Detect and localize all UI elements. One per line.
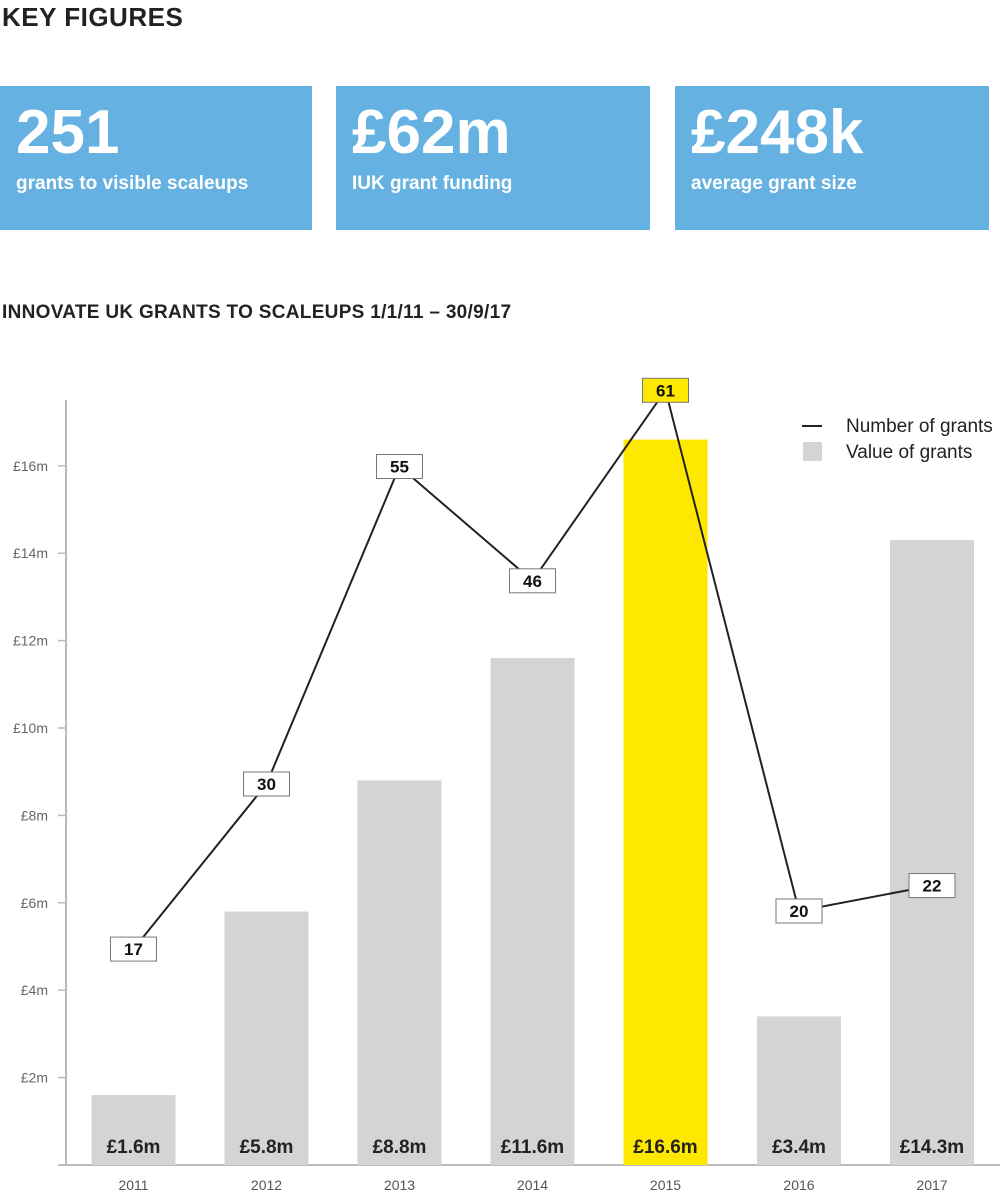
x-tick-label: 2013	[384, 1177, 415, 1193]
x-tick-label: 2016	[783, 1177, 814, 1193]
grants-chart: £2m £4m £6m £8m £10m £12m £14m £16m £1.6m 2011 £5…	[13, 377, 1000, 1193]
y-tick-label: £16m	[13, 458, 48, 474]
grants-count-box	[908, 873, 956, 899]
grants-count-box	[642, 377, 689, 403]
figure-value: £62m	[352, 98, 511, 167]
grants-count-line: 17 30 55 46 61 20 22	[110, 377, 956, 962]
bar-value-label: £5.8m	[240, 1137, 294, 1158]
grants-count-label: 22	[923, 877, 942, 896]
legend-label: Number of grants	[846, 416, 993, 437]
bar-2014	[490, 658, 575, 1165]
bar-value-label: £16.6m	[633, 1137, 697, 1158]
grants-count-label: 20	[790, 902, 809, 921]
bar-2016	[757, 1016, 841, 1165]
bar-2012	[224, 911, 309, 1165]
grants-count-box	[243, 771, 290, 797]
y-tick-label: £2m	[21, 1070, 48, 1086]
legend-square-marker	[803, 442, 822, 461]
bar-value-label: £8.8m	[373, 1137, 427, 1158]
bar-value-label: £1.6m	[107, 1137, 161, 1158]
grants-count-box	[509, 568, 556, 594]
legend-label: Value of grants	[846, 442, 972, 463]
grants-count-box	[110, 936, 157, 962]
bar-2017	[890, 540, 974, 1165]
x-tick-label: 2012	[251, 1177, 282, 1193]
grants-count-label: 46	[523, 572, 542, 591]
grants-count-box	[775, 898, 823, 924]
bar-2013	[357, 780, 442, 1165]
bar-value-label: £14.3m	[900, 1137, 964, 1158]
figure-value: £248k	[691, 98, 864, 167]
x-tick-label: 2014	[517, 1177, 548, 1193]
y-tick-label: £6m	[21, 895, 48, 911]
chart-legend: Number of grants Value of grants	[802, 416, 993, 463]
figure-label: IUK grant funding	[352, 173, 513, 194]
x-tick-label: 2011	[118, 1177, 148, 1193]
bar-value-label: £3.4m	[772, 1137, 826, 1158]
figure-card-funding: £62m IUK grant funding	[336, 86, 650, 230]
chart-axes: £2m £4m £6m £8m £10m £12m £14m £16m	[13, 400, 1000, 1166]
x-tick-label: 2017	[916, 1177, 947, 1193]
value-bars: £1.6m 2011 £5.8m 2012 £8.8m 2013 £11.6m 2014 £16…	[91, 439, 974, 1193]
y-tick-label: £10m	[13, 720, 48, 736]
bar-2011	[91, 1095, 176, 1165]
x-tick-label: 2015	[650, 1177, 681, 1193]
figure-card-grants: 251 grants to visible scaleups	[0, 86, 312, 230]
y-tick-label: £12m	[13, 633, 48, 649]
grants-count-label: 55	[390, 458, 409, 477]
grants-count-label: 30	[257, 775, 276, 794]
y-tick-label: £14m	[13, 545, 48, 561]
grants-count-label: 17	[124, 940, 143, 959]
bar-2015	[623, 439, 708, 1165]
grants-count-label: 61	[656, 381, 675, 400]
figure-value: 251	[16, 98, 120, 167]
key-figures-title: KEY FIGURES	[2, 2, 184, 32]
figure-label: average grant size	[691, 173, 857, 194]
y-tick-label: £4m	[21, 982, 48, 998]
y-tick-label: £8m	[21, 807, 48, 823]
figure-label: grants to visible scaleups	[16, 173, 249, 194]
bar-value-label: £11.6m	[501, 1137, 564, 1158]
chart-title: INNOVATE UK GRANTS TO SCALEUPS 1/1/11 – …	[2, 302, 512, 323]
key-figures-cards: 251 grants to visible scaleups £62m IUK …	[0, 86, 1007, 230]
figure-card-average: £248k average grant size	[675, 86, 989, 230]
grants-count-box	[376, 454, 423, 479]
